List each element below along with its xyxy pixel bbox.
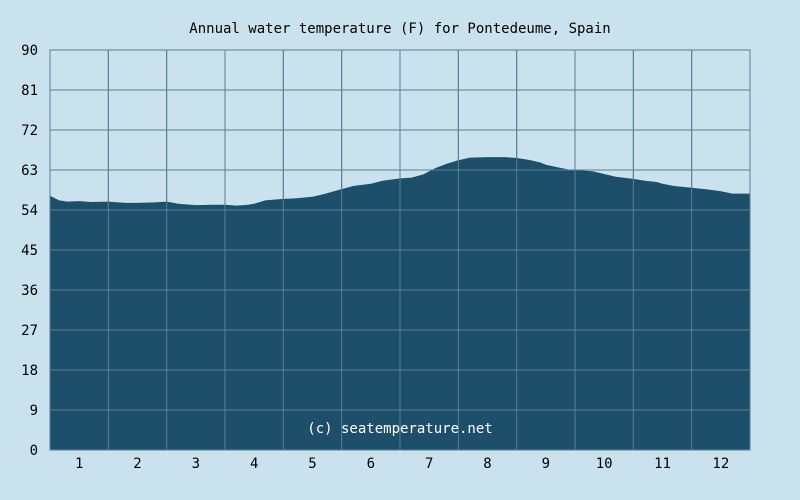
- x-tick-label: 10: [596, 456, 613, 472]
- x-tick-label: 2: [133, 456, 141, 472]
- x-tick-label: 6: [367, 456, 375, 472]
- x-tick-label: 5: [308, 456, 316, 472]
- y-tick-label: 9: [30, 403, 38, 419]
- x-tick-label: 3: [192, 456, 200, 472]
- y-axis-ticks: 0 9 18 27 36 45 54 63 72 81 90: [21, 43, 38, 459]
- y-tick-label: 72: [21, 123, 38, 139]
- credit-text: (c) seatemperature.net: [307, 421, 492, 437]
- x-tick-label: 9: [542, 456, 550, 472]
- y-tick-label: 36: [21, 283, 38, 299]
- y-tick-label: 90: [21, 43, 38, 59]
- x-tick-label: 4: [250, 456, 258, 472]
- x-tick-label: 8: [483, 456, 491, 472]
- x-tick-label: 12: [712, 456, 729, 472]
- x-tick-label: 7: [425, 456, 433, 472]
- x-axis-ticks: 1 2 3 4 5 6 7 8 9 10 11 12: [75, 456, 729, 472]
- y-tick-label: 45: [21, 243, 38, 259]
- y-tick-label: 54: [21, 203, 38, 219]
- y-tick-label: 63: [21, 163, 38, 179]
- x-tick-label: 11: [654, 456, 671, 472]
- y-tick-label: 81: [21, 83, 38, 99]
- y-tick-label: 18: [21, 363, 38, 379]
- chart-title: Annual water temperature (F) for Pontede…: [189, 21, 610, 37]
- x-tick-label: 1: [75, 456, 83, 472]
- plot-frame: [49, 49, 751, 451]
- y-tick-label: 0: [30, 443, 38, 459]
- y-tick-label: 27: [21, 323, 38, 339]
